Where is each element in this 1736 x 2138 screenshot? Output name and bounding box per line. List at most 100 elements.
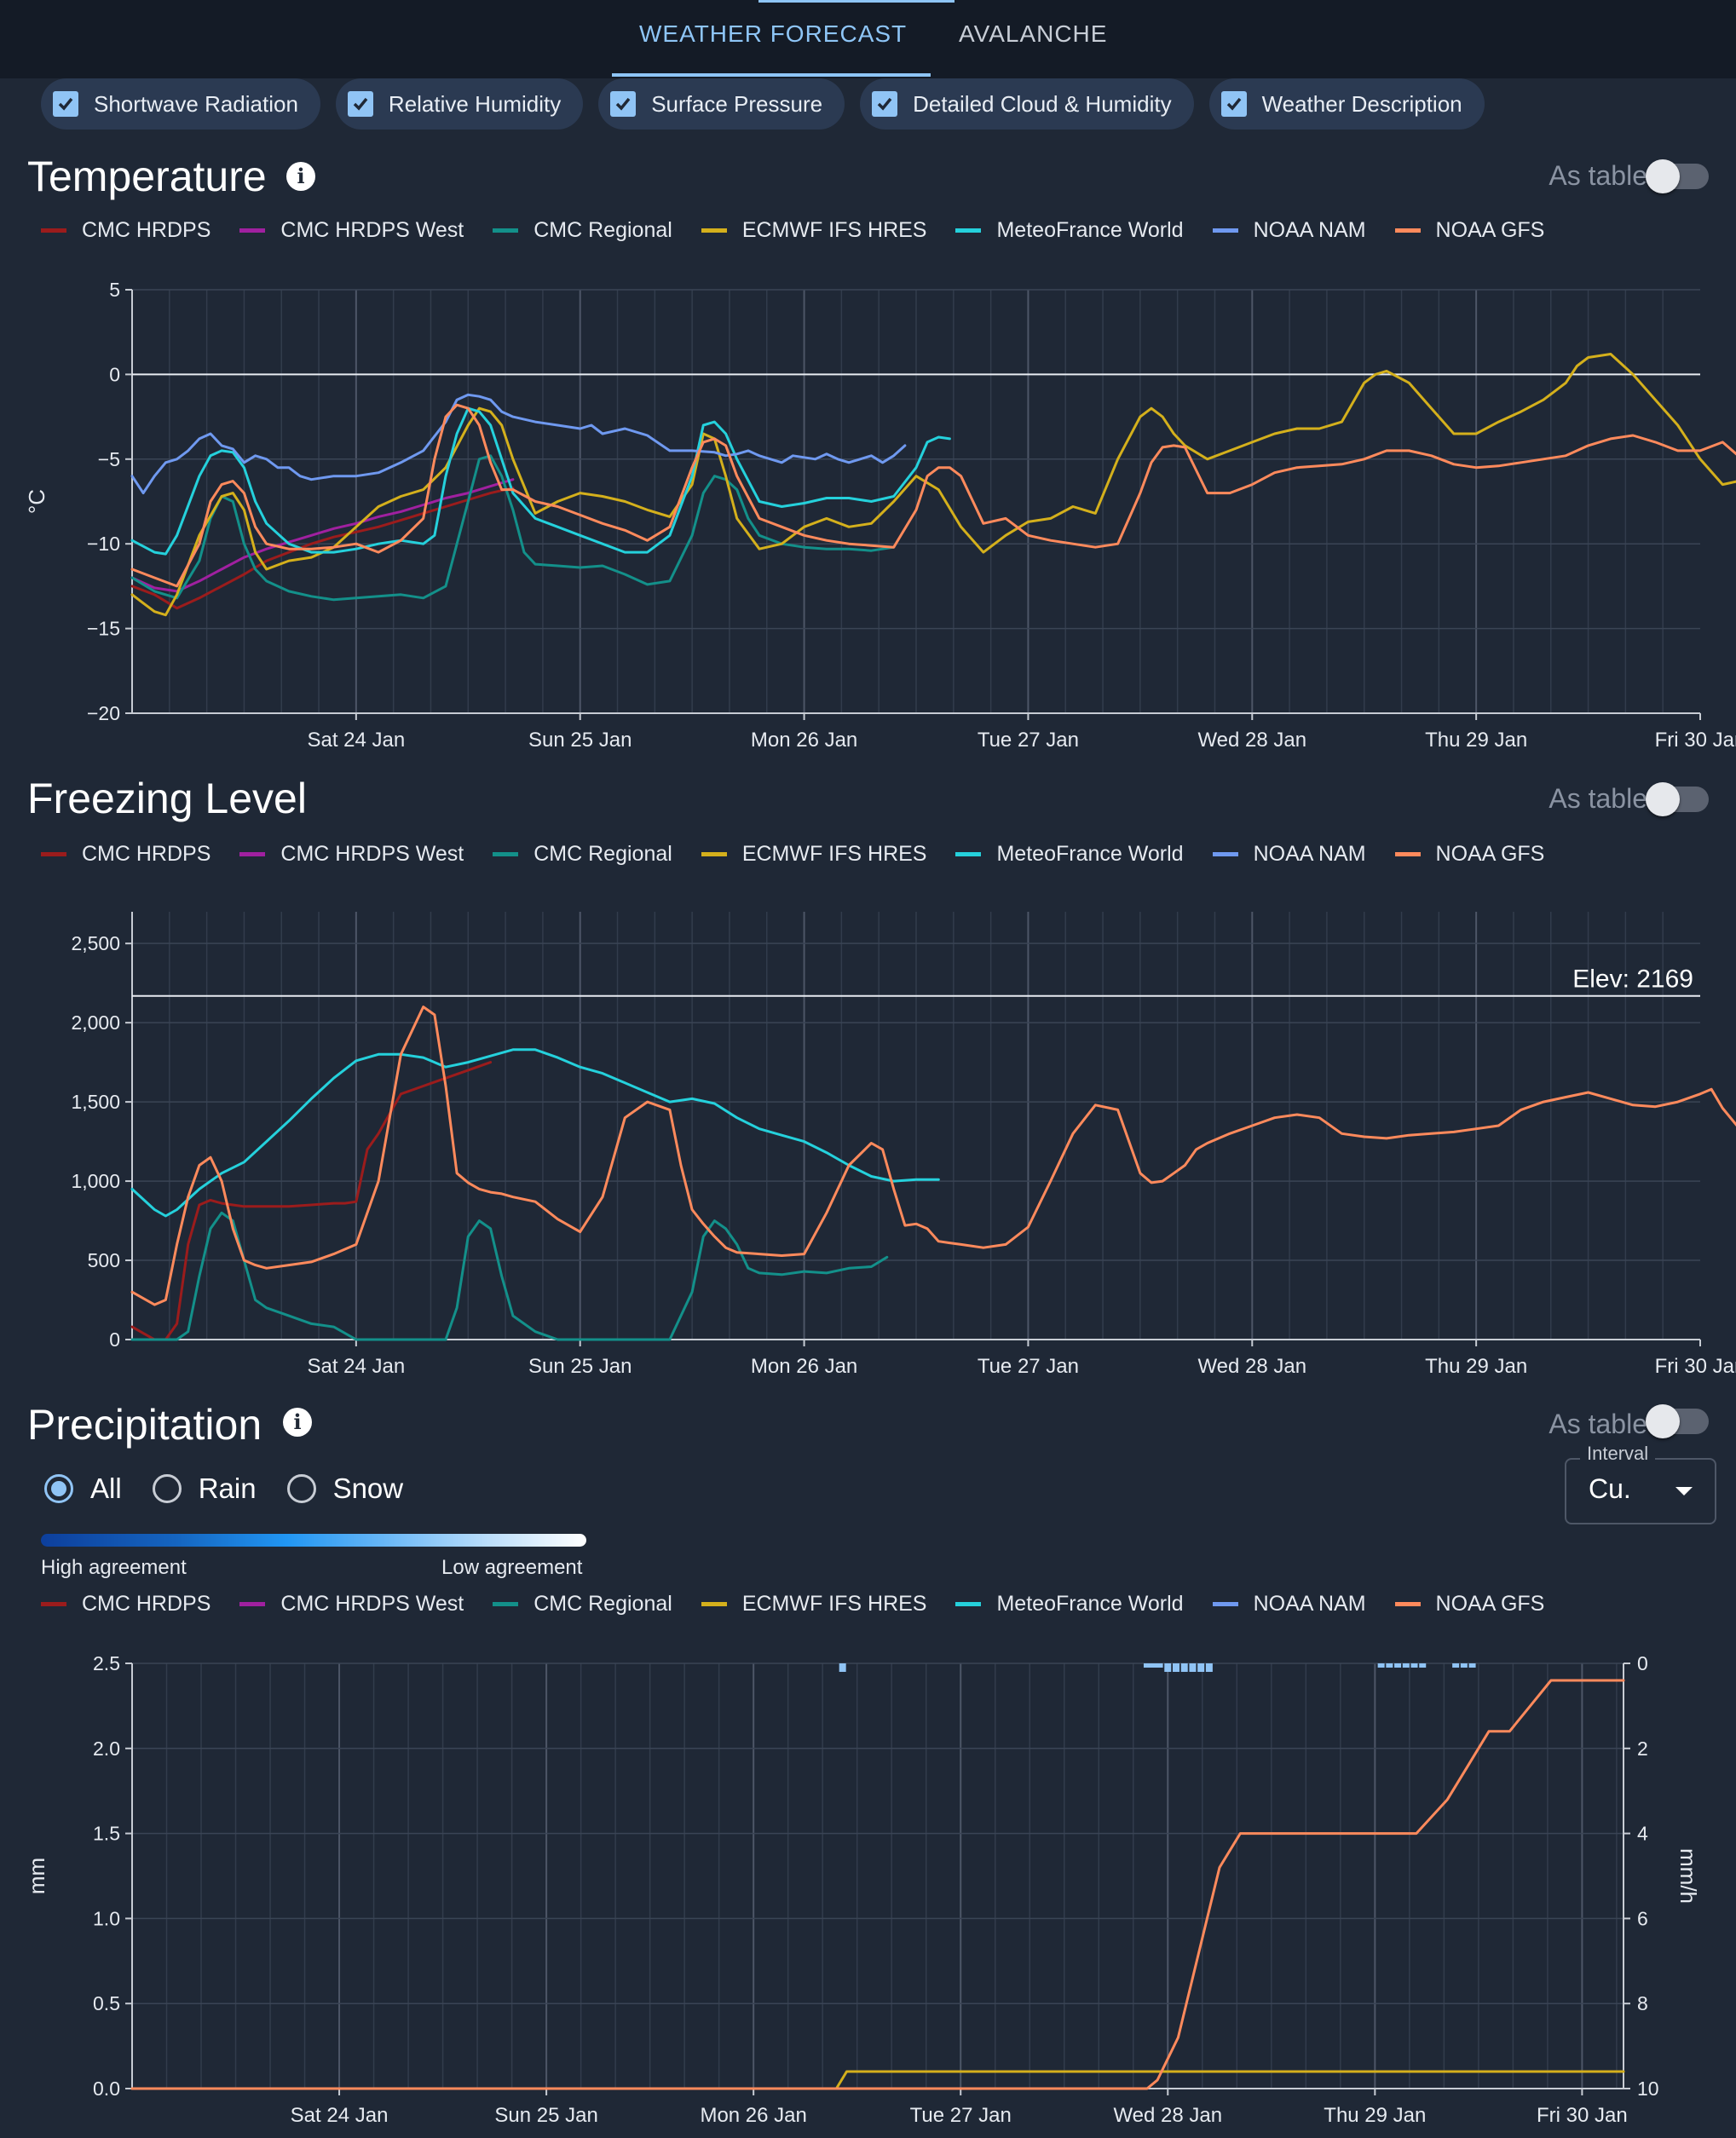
legend-item[interactable]: NOAA GFS <box>1394 218 1545 243</box>
legend-item[interactable]: CMC HRDPS West <box>239 1592 464 1616</box>
legend-item[interactable]: MeteoFrance World <box>955 218 1184 243</box>
checkbox-checked-icon[interactable] <box>1220 91 1247 117</box>
tab-weather-forecast[interactable]: WEATHER FORECAST <box>639 20 908 47</box>
legend-item[interactable]: CMC HRDPS <box>41 1592 211 1616</box>
tab-avalanche[interactable]: AVALANCHE <box>959 20 1108 47</box>
chip-detailed-cloud-humidity[interactable]: Detailed Cloud & Humidity <box>860 78 1194 130</box>
series-line-cmc-regional <box>130 454 896 602</box>
x-tick-label: Fri 30 Jan <box>1655 729 1736 752</box>
precip-type-radio-group: All Rain Snow <box>44 1472 434 1505</box>
precip-rate-bar <box>1410 1663 1418 1668</box>
low-agreement-label: Low agreement <box>441 1556 583 1579</box>
y-tick-label: −5 <box>98 448 120 470</box>
series-line-noaa-gfs <box>130 403 1736 588</box>
top-tab-bar: WEATHER FORECAST AVALANCHE <box>0 0 1736 78</box>
checkbox-checked-icon[interactable] <box>872 91 898 117</box>
chip-shortwave-radiation[interactable]: Shortwave Radiation <box>41 78 320 130</box>
legend-item[interactable]: NOAA NAM <box>1212 842 1366 867</box>
precip-rate-bar <box>1419 1663 1427 1668</box>
radio-label: Snow <box>332 1472 404 1504</box>
x-tick-label: Sat 24 Jan <box>307 1355 405 1376</box>
precip-rate-bar <box>1460 1663 1468 1668</box>
y-tick-label: 5 <box>109 279 120 301</box>
toggle-knob <box>1646 159 1680 193</box>
legend-item[interactable]: ECMWF IFS HRES <box>701 1592 926 1616</box>
precip-rate-bar <box>1402 1663 1410 1668</box>
elevation-label: Elev: 2169 <box>1572 965 1693 994</box>
legend-item[interactable]: NOAA GFS <box>1394 842 1544 867</box>
toggle-knob <box>1646 1404 1680 1438</box>
interval-value: Cu. <box>1589 1473 1631 1504</box>
as-table-toggle[interactable] <box>1646 782 1709 816</box>
chip-relative-humidity[interactable]: Relative Humidity <box>335 78 584 130</box>
chip-label: Weather Description <box>1261 90 1462 117</box>
chip-surface-pressure[interactable]: Surface Pressure <box>598 78 845 130</box>
precip-rate-bar <box>1468 1663 1476 1668</box>
freezing-level-legend: CMC HRDPS CMC HRDPS West CMC Regional ECMWF… <box>41 842 1573 867</box>
legend-swatch <box>955 1602 982 1606</box>
legend-item[interactable]: CMC HRDPS West <box>239 842 464 867</box>
precip-rate-bar <box>839 1663 846 1672</box>
legend-label: MeteoFrance World <box>996 842 1184 866</box>
precip-rate-bar <box>1377 1663 1385 1668</box>
legend-item[interactable]: ECMWF IFS HRES <box>701 218 926 243</box>
legend-swatch <box>1212 228 1238 233</box>
as-table-label: As table <box>1549 783 1647 814</box>
legend-item[interactable]: CMC HRDPS West <box>239 218 464 243</box>
x-tick-label: Sat 24 Jan <box>307 729 405 752</box>
legend-item[interactable]: ECMWF IFS HRES <box>701 842 926 867</box>
high-agreement-label: High agreement <box>41 1556 187 1579</box>
y2-tick-label: 0 <box>1637 1652 1648 1674</box>
legend-label: NOAA GFS <box>1435 218 1545 242</box>
checkbox-checked-icon[interactable] <box>347 91 373 117</box>
radio-ring <box>286 1474 316 1503</box>
x-tick-label: Thu 29 Jan <box>1425 1355 1527 1376</box>
y-tick-label: 500 <box>88 1249 120 1271</box>
y-tick-label: 0.5 <box>93 1992 120 2014</box>
chip-label: Shortwave Radiation <box>94 90 298 117</box>
legend-swatch <box>1212 1602 1238 1606</box>
precip-rate-bar <box>1150 1663 1157 1668</box>
legend-label: CMC HRDPS West <box>280 218 464 242</box>
legend-item[interactable]: CMC HRDPS <box>41 218 211 243</box>
precip-rate-bar <box>1143 1663 1151 1668</box>
as-table-label: As table <box>1549 160 1647 191</box>
as-table-toggle[interactable] <box>1646 159 1709 193</box>
series-line-ecmwf-ifs-hres <box>130 2070 1625 2090</box>
legend-item[interactable]: NOAA GFS <box>1394 1592 1544 1616</box>
y2-tick-label: 4 <box>1637 1823 1648 1845</box>
tab-top-highlight <box>758 0 955 3</box>
legend-item[interactable]: CMC HRDPS <box>41 842 211 867</box>
legend-item[interactable]: CMC Regional <box>493 1592 672 1616</box>
radio-rain[interactable]: Rain <box>152 1472 257 1505</box>
legend-item[interactable]: CMC Regional <box>493 218 672 243</box>
radio-all[interactable]: All <box>44 1472 122 1505</box>
checkbox-checked-icon[interactable] <box>53 91 78 117</box>
legend-swatch <box>701 228 727 233</box>
precip-rate-bar <box>1394 1663 1402 1668</box>
legend-item[interactable]: CMC Regional <box>493 842 672 867</box>
precip-rate-bar <box>1189 1663 1197 1672</box>
legend-item[interactable]: MeteoFrance World <box>955 1592 1184 1616</box>
series-line-ecmwf-ifs-hres <box>130 353 1736 617</box>
dropdown-caret-icon[interactable] <box>1675 1487 1693 1495</box>
precip-rate-bar <box>1205 1663 1213 1672</box>
info-icon[interactable]: i <box>286 162 315 191</box>
legend-item[interactable]: MeteoFrance World <box>955 842 1184 867</box>
legend-swatch <box>955 228 982 233</box>
legend-swatch <box>1394 1602 1421 1606</box>
chip-weather-description[interactable]: Weather Description <box>1208 78 1485 130</box>
legend-item[interactable]: NOAA NAM <box>1212 1592 1366 1616</box>
y2-tick-label: 10 <box>1637 2077 1659 2100</box>
checkbox-checked-icon[interactable] <box>610 91 637 117</box>
series-line-meteofrance-world <box>130 1048 940 1218</box>
interval-select[interactable] <box>1565 1458 1716 1524</box>
legend-swatch <box>1212 852 1238 856</box>
as-table-toggle[interactable] <box>1646 1404 1709 1438</box>
info-icon[interactable]: i <box>283 1408 312 1437</box>
series-line-cmc-hrdps-west <box>130 478 515 593</box>
x-tick-label: Tue 27 Jan <box>978 729 1079 752</box>
x-tick-label: Thu 29 Jan <box>1425 729 1527 752</box>
radio-snow[interactable]: Snow <box>286 1472 404 1505</box>
legend-item[interactable]: NOAA NAM <box>1212 218 1366 243</box>
